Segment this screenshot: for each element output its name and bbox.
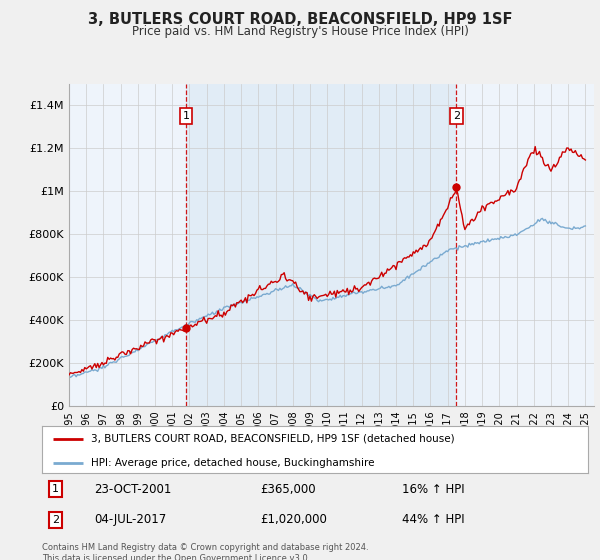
Text: 23-OCT-2001: 23-OCT-2001 [94, 483, 171, 496]
Bar [186, 84, 456, 406]
Text: 04-JUL-2017: 04-JUL-2017 [94, 514, 166, 526]
Text: 1: 1 [52, 484, 59, 494]
Text: 44% ↑ HPI: 44% ↑ HPI [403, 514, 465, 526]
Text: 16% ↑ HPI: 16% ↑ HPI [403, 483, 465, 496]
Text: HPI: Average price, detached house, Buckinghamshire: HPI: Average price, detached house, Buck… [91, 458, 374, 468]
Text: 3, BUTLERS COURT ROAD, BEACONSFIELD, HP9 1SF (detached house): 3, BUTLERS COURT ROAD, BEACONSFIELD, HP9… [91, 434, 455, 444]
Text: £365,000: £365,000 [260, 483, 316, 496]
Text: £1,020,000: £1,020,000 [260, 514, 327, 526]
Text: 2: 2 [52, 515, 59, 525]
Text: 1: 1 [183, 111, 190, 121]
Text: 3, BUTLERS COURT ROAD, BEACONSFIELD, HP9 1SF: 3, BUTLERS COURT ROAD, BEACONSFIELD, HP9… [88, 12, 512, 27]
Text: Price paid vs. HM Land Registry's House Price Index (HPI): Price paid vs. HM Land Registry's House … [131, 25, 469, 38]
Text: 2: 2 [453, 111, 460, 121]
Text: Contains HM Land Registry data © Crown copyright and database right 2024.
This d: Contains HM Land Registry data © Crown c… [42, 543, 368, 560]
